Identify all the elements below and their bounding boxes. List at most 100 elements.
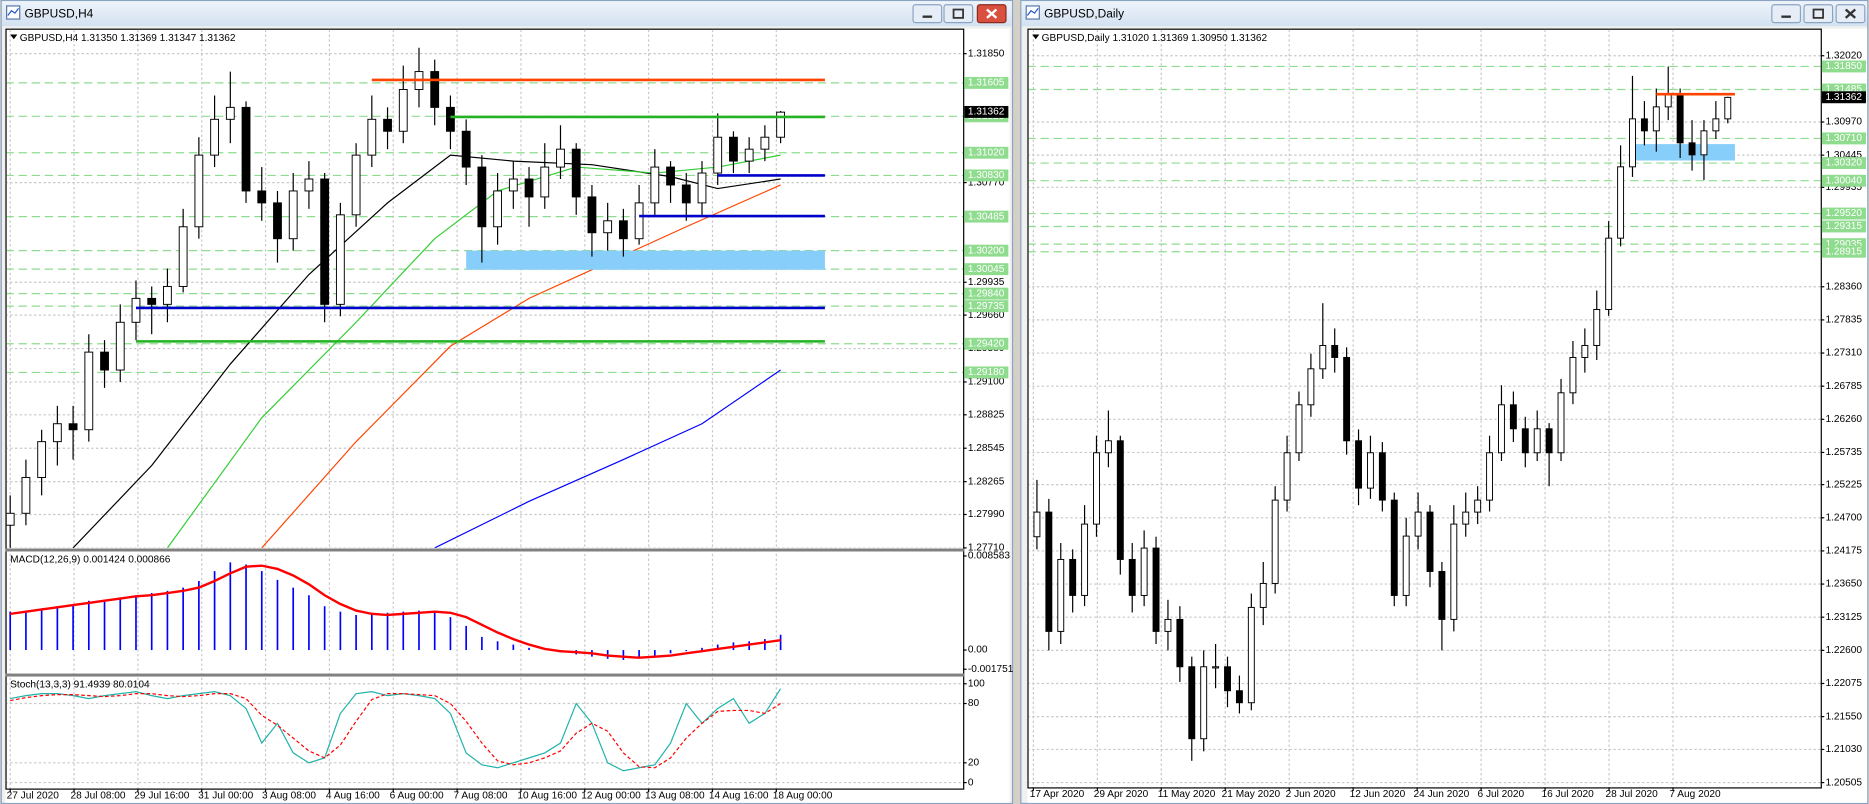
restore-button-face[interactable] bbox=[943, 4, 974, 24]
price-axis: 1.32020 1.30970 1.30445 1.29935 1.28360 1.278… bbox=[1820, 50, 1866, 788]
y-tick-label: 1.31850 bbox=[968, 48, 1005, 59]
candle-body bbox=[477, 166, 487, 228]
candle-body bbox=[273, 202, 282, 240]
candle-body bbox=[461, 130, 471, 168]
candle-body bbox=[1164, 618, 1172, 632]
candle-body bbox=[587, 196, 597, 234]
candle-body bbox=[524, 178, 534, 198]
candle-body bbox=[68, 423, 78, 431]
candle-body bbox=[1521, 428, 1529, 454]
macd-signal-line bbox=[10, 564, 781, 659]
restore-button-face[interactable] bbox=[1803, 4, 1834, 24]
y-tick-label: 1.29935 bbox=[1825, 182, 1862, 193]
time-label: 4 Aug 16:00 bbox=[326, 790, 380, 801]
price-zone bbox=[1632, 144, 1735, 161]
candle-body bbox=[1295, 404, 1303, 454]
level-label: 1.30200 bbox=[968, 245, 1005, 256]
candle-body bbox=[398, 88, 408, 132]
candle-body bbox=[540, 166, 550, 198]
level-label: 1.29840 bbox=[968, 288, 1005, 299]
y-tick-label: -0.001751 bbox=[968, 664, 1014, 675]
y-tick-label: 1.27990 bbox=[968, 509, 1005, 520]
candle-body bbox=[163, 285, 172, 305]
level-label: 1.29180 bbox=[968, 367, 1005, 378]
time-label: 10 Aug 16:00 bbox=[517, 790, 577, 801]
current-price-box bbox=[1821, 91, 1866, 104]
time-label: 21 May 2020 bbox=[1222, 789, 1281, 800]
candle-body bbox=[1700, 130, 1708, 156]
candle-body bbox=[1486, 452, 1494, 501]
time-label: 27 Jul 2020 bbox=[7, 790, 60, 801]
chart-area bbox=[1027, 28, 1868, 803]
candle-body bbox=[1116, 440, 1124, 560]
candle-body bbox=[1498, 404, 1505, 454]
candle-body bbox=[194, 154, 204, 228]
level-label: 1.30710 bbox=[1825, 133, 1862, 144]
candle-body bbox=[1593, 309, 1601, 346]
time-label: 6 Aug 00:00 bbox=[390, 790, 444, 801]
level-label-box bbox=[1821, 60, 1866, 73]
level-label-box bbox=[964, 146, 1009, 159]
candle-body bbox=[320, 178, 330, 305]
candle-body bbox=[1069, 558, 1077, 596]
candle-body bbox=[493, 190, 503, 228]
candle-body bbox=[729, 136, 738, 162]
candle-body bbox=[178, 226, 188, 287]
y-tick-label: 1.27310 bbox=[1825, 348, 1862, 359]
minimize-button[interactable] bbox=[912, 4, 943, 24]
level-label: 1.31485 bbox=[1825, 84, 1862, 95]
level-label-box bbox=[964, 76, 1009, 89]
candle-body bbox=[1509, 404, 1517, 430]
indicator-panel bbox=[6, 683, 964, 784]
minimize-button-face[interactable] bbox=[912, 4, 943, 24]
candle-body bbox=[1617, 166, 1625, 239]
candle-body bbox=[1343, 356, 1351, 442]
time-label: 24 Jun 2020 bbox=[1414, 789, 1470, 800]
y-tick-label: 0.00 bbox=[968, 645, 988, 656]
y-tick-label: 1.30445 bbox=[1825, 150, 1862, 161]
moving-average bbox=[261, 184, 781, 548]
header-triangle bbox=[10, 34, 18, 40]
time-label: 17 Apr 2020 bbox=[1030, 789, 1085, 800]
y-tick-label: 0.008583 bbox=[968, 551, 1011, 562]
level-label: 1.31020 bbox=[968, 147, 1005, 158]
level-label-box bbox=[964, 337, 1009, 350]
time-label: 16 Jul 2020 bbox=[1541, 789, 1594, 800]
time-label: 12 Aug 00:00 bbox=[581, 790, 641, 801]
y-tick-label: 1.32020 bbox=[1825, 50, 1862, 61]
candle-body bbox=[1128, 558, 1136, 596]
candle-body bbox=[210, 118, 219, 156]
y-tick-label: 1.29100 bbox=[968, 377, 1005, 388]
moving-average bbox=[434, 369, 781, 548]
minimize-button[interactable] bbox=[1771, 4, 1802, 24]
y-tick-label: 1.25735 bbox=[1825, 447, 1862, 458]
level-label: 1.30485 bbox=[968, 211, 1005, 222]
candle-body bbox=[1331, 344, 1339, 358]
candle-body bbox=[1057, 558, 1065, 632]
close-glyph bbox=[1844, 8, 1857, 19]
close-button[interactable] bbox=[1835, 4, 1866, 24]
level-label-box bbox=[1821, 207, 1866, 220]
y-tick-label: 1.29935 bbox=[968, 277, 1005, 288]
candle-body bbox=[1200, 666, 1208, 740]
panel-header: Stoch(13,3,3) 91.4939 80.0104 bbox=[10, 680, 150, 691]
restore-button[interactable] bbox=[1803, 4, 1834, 24]
y-tick-label: 1.29660 bbox=[968, 310, 1005, 321]
candle-body bbox=[225, 106, 235, 120]
close-button[interactable] bbox=[976, 4, 1007, 24]
level-label-box bbox=[1821, 174, 1866, 187]
y-tick-label: 1.20505 bbox=[1825, 777, 1862, 788]
candle-body bbox=[1271, 499, 1279, 584]
minimize-button-face[interactable] bbox=[1771, 4, 1802, 24]
candle-body bbox=[618, 220, 628, 240]
restore-glyph bbox=[1812, 8, 1824, 19]
y-tick-label: 1.28545 bbox=[968, 443, 1005, 454]
restore-button[interactable] bbox=[943, 4, 974, 24]
chart-window: GBPUSD,H4 27 Jul 2020 28 Jul 08:00 29 Jul 1… bbox=[0, 0, 1014, 804]
level-label-box bbox=[964, 210, 1009, 223]
candle-body bbox=[776, 111, 786, 138]
time-label: 7 Aug 2020 bbox=[1669, 789, 1721, 800]
y-tick-label: 1.24700 bbox=[1825, 512, 1862, 523]
panel-separator bbox=[5, 548, 965, 552]
